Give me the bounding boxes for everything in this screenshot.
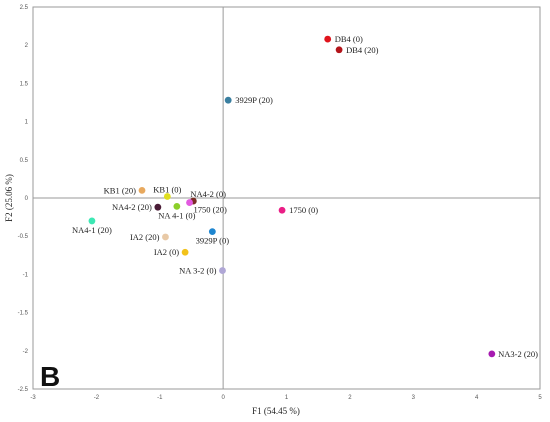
y-tick-label: 0.5 <box>20 158 29 164</box>
y-tick-label: 2.5 <box>20 5 29 11</box>
x-axis-title: F1 (54.45 %) <box>252 406 300 416</box>
point-label: 3929P (20) <box>235 95 273 105</box>
point-label: NA 4-1 (0) <box>158 210 195 220</box>
y-tick-label: -0.5 <box>18 234 29 240</box>
point-label: IA2 (0) <box>154 247 179 257</box>
data-point <box>138 186 146 194</box>
point-label: NA4-2 (0) <box>190 189 226 199</box>
x-tick-labels: -3 -2 -1 0 1 2 3 4 5 <box>30 395 542 401</box>
y-tick-label: 0 <box>25 196 29 202</box>
x-tick-label: -3 <box>30 395 36 401</box>
data-point <box>335 46 343 54</box>
y-tick-label: -1.5 <box>18 311 29 317</box>
point-label: DB4 (0) <box>335 34 363 44</box>
data-point <box>488 350 496 358</box>
y-tick-label: 1.5 <box>20 81 29 87</box>
x-tick-label: 3 <box>412 395 416 401</box>
point-label: IA2 (20) <box>130 232 160 242</box>
data-point <box>181 248 189 256</box>
plot-area: -3 -2 -1 0 1 2 3 4 5 -2.5 -2 -1.5 -1 -0.5 0 0.5 1 1.5 2 2.… <box>18 5 543 401</box>
x-tick-label: 2 <box>348 395 352 401</box>
point-label: NA 3-2 (0) <box>179 266 216 276</box>
x-tick-label: 1 <box>285 395 289 401</box>
point-label: NA3-2 (20) <box>498 349 538 359</box>
data-point <box>186 199 193 206</box>
data-point <box>173 203 181 210</box>
data-point <box>163 193 171 200</box>
data-point <box>162 233 169 241</box>
y-tick-label: -2.5 <box>18 387 29 393</box>
panel-label: B <box>40 361 60 392</box>
point-label: DB4 (20) <box>346 45 379 55</box>
data-points <box>88 35 496 358</box>
data-point <box>219 267 226 274</box>
point-label: KB1 (0) <box>153 184 181 194</box>
y-tick-labels: -2.5 -2 -1.5 -1 -0.5 0 0.5 1 1.5 2 2.5 <box>18 5 29 393</box>
data-point <box>154 203 162 211</box>
point-label: KB1 (20) <box>104 185 137 195</box>
point-label: NA4-1 (20) <box>72 225 112 235</box>
data-point <box>324 35 332 43</box>
x-tick-label: -1 <box>157 395 163 401</box>
data-point <box>278 206 286 214</box>
data-point <box>88 217 96 225</box>
point-label: 1750 (20) <box>194 205 227 215</box>
point-label: 3929P (0) <box>196 236 230 246</box>
x-tick-label: 0 <box>221 395 225 401</box>
y-tick-label: -2 <box>23 349 29 355</box>
y-tick-label: 1 <box>25 120 29 126</box>
point-label: NA4-2 (20) <box>112 202 152 212</box>
data-point <box>224 96 232 104</box>
y-tick-label: 2 <box>25 43 29 49</box>
x-tick-label: -2 <box>94 395 100 401</box>
x-tick-label: 5 <box>538 395 542 401</box>
point-label: 1750 (0) <box>289 205 318 215</box>
data-point <box>208 228 216 236</box>
y-tick-label: -1 <box>23 272 29 278</box>
point-labels: DB4 (0)DB4 (20) 3929P (20) KB1 (20) KB1 (0)… <box>72 34 538 359</box>
x-tick-label: 4 <box>475 395 479 401</box>
y-axis-title: F2 (25.06 %) <box>4 174 14 222</box>
